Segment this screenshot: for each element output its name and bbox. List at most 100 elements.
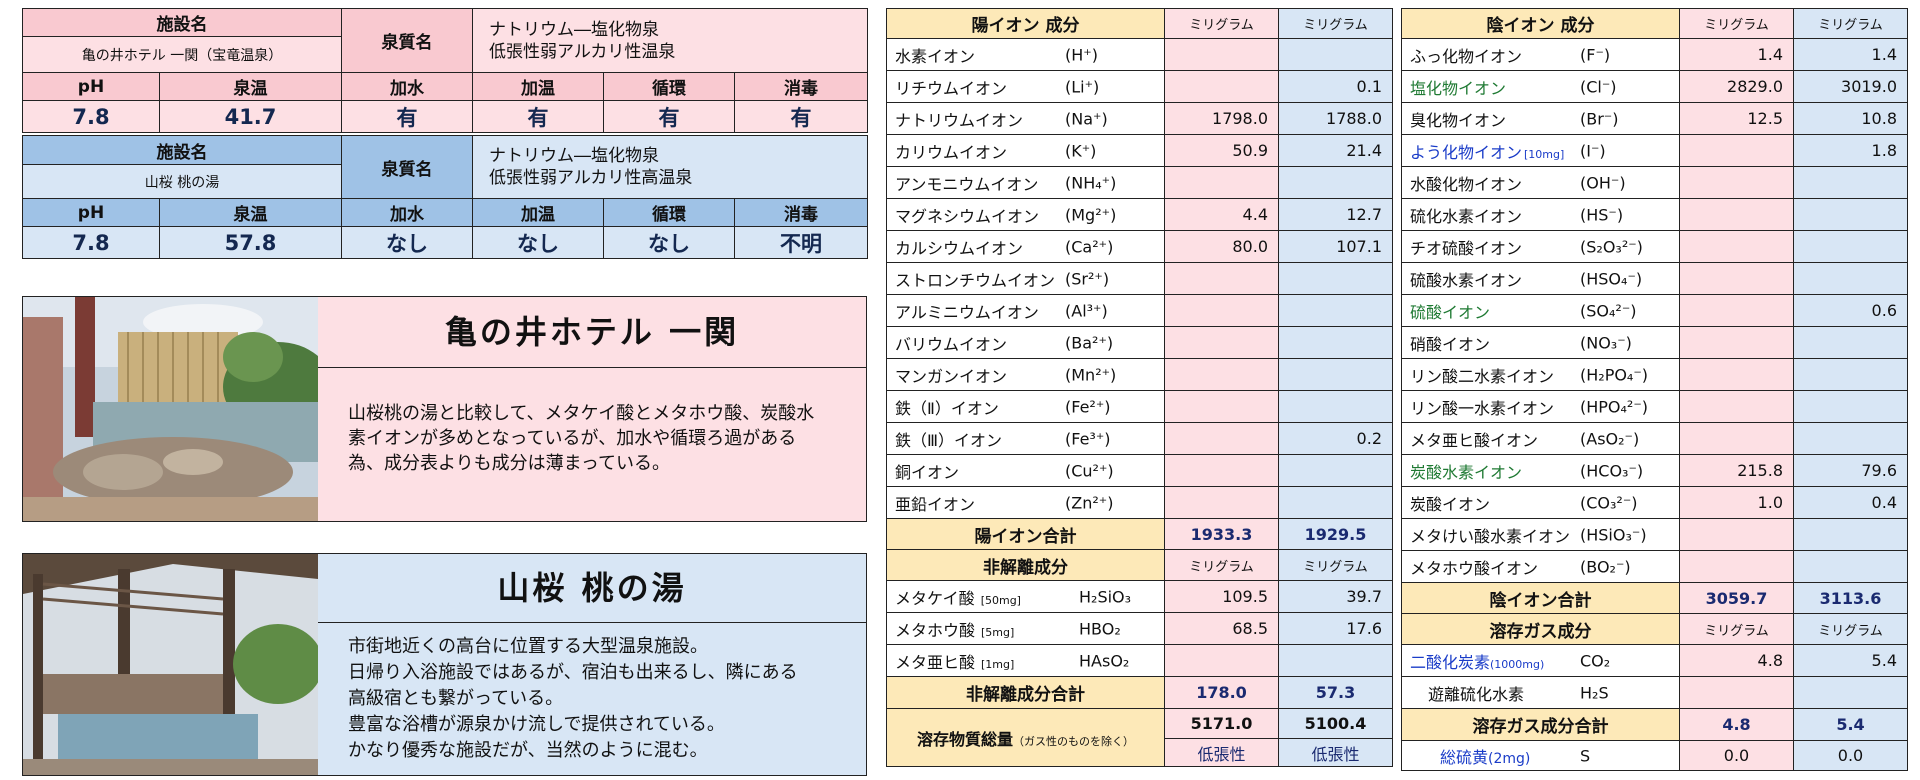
ion-name: ストロンチウムイオン — [895, 270, 1056, 290]
ion-formula: (Ba²⁺) — [1065, 333, 1114, 352]
unit-header: ミリグラム — [1164, 549, 1279, 581]
facility-table-1: 施設名 泉質名 ナトリウム―塩化物泉 低張性弱アルカリ性温泉 亀の井ホテル 一関… — [22, 8, 869, 133]
ion-name: カルシウムイオン — [895, 238, 1024, 258]
description-line: 為、成分表よりも成分は薄まっている。 — [348, 453, 671, 474]
value-facility-2: 1788.0 — [1278, 102, 1393, 135]
ion-formula: (S₂O₃²⁻) — [1580, 237, 1643, 256]
disinfection-value: 不明 — [733, 226, 869, 259]
value-facility-2 — [1278, 486, 1393, 519]
facility-card-description: 市街地近くの高台に位置する大型温泉施設。 日帰り入浴施設ではあるが、宿泊も出来る… — [318, 622, 866, 775]
value-facility-1 — [1164, 326, 1279, 359]
ion-row-label: マンガンイオン (Mn²⁺) — [886, 358, 1165, 391]
component-formula: HAsO₂ — [1079, 651, 1130, 670]
value-facility-1 — [1164, 38, 1279, 71]
ion-formula: (Sr²⁺) — [1065, 269, 1110, 288]
ion-formula: (Br⁻) — [1580, 109, 1619, 128]
anion-table: 陰イオン 成分 ミリグラム ミリグラム ふっ化物イオン (F⁻) 1.4 1.4 塩化物イオン… — [1401, 8, 1908, 771]
ion-row-label: メタけい酸水素イオン (HSiO₃⁻) — [1401, 518, 1680, 551]
ion-formula: (AsO₂⁻) — [1580, 429, 1640, 448]
gas-formula: CO₂ — [1580, 651, 1611, 670]
ion-row-label: 銅イオン (Cu²⁺) — [886, 454, 1165, 487]
value-facility-2: 10.8 — [1793, 102, 1908, 135]
water-added-header: 加水 — [341, 72, 473, 101]
component-name: メタ亜ヒ酸 — [895, 652, 976, 672]
ion-formula: (OH⁻) — [1580, 173, 1626, 192]
ion-name: 硝酸イオン — [1410, 334, 1491, 354]
total-facility-2: 3113.6 — [1793, 582, 1908, 614]
value-facility-1: 215.8 — [1679, 454, 1794, 487]
ion-formula: (Fe³⁺) — [1065, 429, 1111, 448]
value-facility-2 — [1793, 550, 1908, 583]
temperature-header: 泉温 — [159, 198, 342, 227]
circulation-header: 循環 — [603, 72, 735, 101]
value-facility-1 — [1679, 550, 1794, 583]
facility-photo-1 — [23, 297, 318, 521]
component-limit: [5mg] — [981, 625, 1015, 639]
value-facility-1 — [1679, 358, 1794, 391]
unit-header: ミリグラム — [1679, 613, 1794, 645]
value-facility-1 — [1679, 262, 1794, 295]
section-header: 陽イオン 成分 — [886, 8, 1165, 39]
value-facility-2 — [1278, 390, 1393, 423]
value-facility-1 — [1164, 486, 1279, 519]
ion-name: ふっ化物イオン — [1410, 46, 1523, 66]
facility-card-1: 亀の井ホテル 一関 山桜桃の湯と比較して、メタケイ酸とメタホウ酸、炭酸水 素イオ… — [22, 296, 867, 522]
total-label: 陽イオン合計 — [886, 518, 1165, 550]
sulfur-limit: (2mg) — [1488, 750, 1531, 767]
ion-row-label: ナトリウムイオン (Na⁺) — [886, 102, 1165, 135]
total-facility-2: 57.3 — [1278, 676, 1393, 709]
gas-limit: (1000mg) — [1490, 657, 1545, 671]
ion-row-label: 鉄（Ⅱ）イオン (Fe²⁺) — [886, 390, 1165, 423]
description-line: 市街地近くの高台に位置する大型温泉施設。 — [348, 636, 708, 657]
ion-row-label: 亜鉛イオン (Zn²⁺) — [886, 486, 1165, 519]
ion-name: 硫酸水素イオン — [1410, 270, 1523, 290]
description-line: 日帰り入浴施設ではあるが、宿泊も出来るし、隣にある — [348, 662, 798, 683]
ion-name: 硫酸イオン — [1410, 302, 1491, 322]
sulfur-formula: S — [1580, 746, 1591, 765]
spring-quality: ナトリウム―塩化物泉 低張性弱アルカリ性高温泉 — [471, 135, 869, 199]
value-facility-2 — [1793, 358, 1908, 391]
unit-header: ミリグラム — [1278, 8, 1393, 39]
circulation-value: なし — [603, 226, 735, 259]
ion-name: リン酸一水素イオン — [1410, 398, 1555, 418]
component-limit: [1mg] — [981, 657, 1015, 671]
ion-formula: (NO₃⁻) — [1580, 333, 1632, 352]
ion-name: ナトリウムイオン — [895, 110, 1024, 130]
value-facility-2 — [1793, 676, 1908, 709]
ion-row-label: マグネシウムイオン (Mg²⁺) — [886, 198, 1165, 231]
ion-name: リン酸二水素イオン — [1410, 366, 1555, 386]
value-facility-2: 0.6 — [1793, 294, 1908, 327]
unit-header: ミリグラム — [1793, 8, 1908, 39]
value-facility-2 — [1793, 198, 1908, 231]
ion-row-label: 硝酸イオン (NO₃⁻) — [1401, 326, 1680, 359]
value-facility-1: 4.4 — [1164, 198, 1279, 231]
unit-header: ミリグラム — [1793, 613, 1908, 645]
component-formula: H₂SiO₃ — [1079, 587, 1132, 606]
value-facility-2: 0.2 — [1278, 422, 1393, 455]
ion-row-label: 鉄（Ⅲ）イオン (Fe³⁺) — [886, 422, 1165, 455]
total-label: 非解離成分合計 — [886, 676, 1165, 709]
spring-quality-line: 低張性弱アルカリ性高温泉 — [489, 168, 693, 188]
section-header: 陰イオン 成分 — [1401, 8, 1680, 39]
total-facility-2: 5.4 — [1793, 708, 1908, 741]
ion-name: メタホウ酸イオン — [1410, 558, 1539, 578]
ion-name: 鉄（Ⅱ）イオン — [895, 398, 999, 418]
value-facility-1: 1.0 — [1679, 486, 1794, 519]
value-facility-2: 12.7 — [1278, 198, 1393, 231]
ion-row-label: 硫化水素イオン (HS⁻) — [1401, 198, 1680, 231]
gas-row-label: 遊離硫化水素 H₂S — [1401, 676, 1680, 709]
value-facility-2: 0.1 — [1278, 70, 1393, 103]
ion-name: メタ亜ヒ酸イオン — [1410, 430, 1539, 450]
value-facility-2 — [1793, 230, 1908, 263]
value-facility-1: 80.0 — [1164, 230, 1279, 263]
temperature-value: 41.7 — [159, 100, 342, 133]
ion-row-label: リチウムイオン (Li⁺) — [886, 70, 1165, 103]
value-facility-1: 4.8 — [1679, 644, 1794, 677]
heating-header: 加温 — [472, 198, 604, 227]
ion-row-label: 硫酸水素イオン (HSO₄⁻) — [1401, 262, 1680, 295]
value-facility-2: 21.4 — [1278, 134, 1393, 167]
dissolved-note: （ガス性のものを除く） — [1013, 734, 1134, 748]
description-line: 高級宿とも繋がっている。 — [348, 688, 564, 709]
ion-name: 鉄（Ⅲ）イオン — [895, 430, 1003, 450]
spring-quality-line: 低張性弱アルカリ性温泉 — [489, 41, 676, 62]
